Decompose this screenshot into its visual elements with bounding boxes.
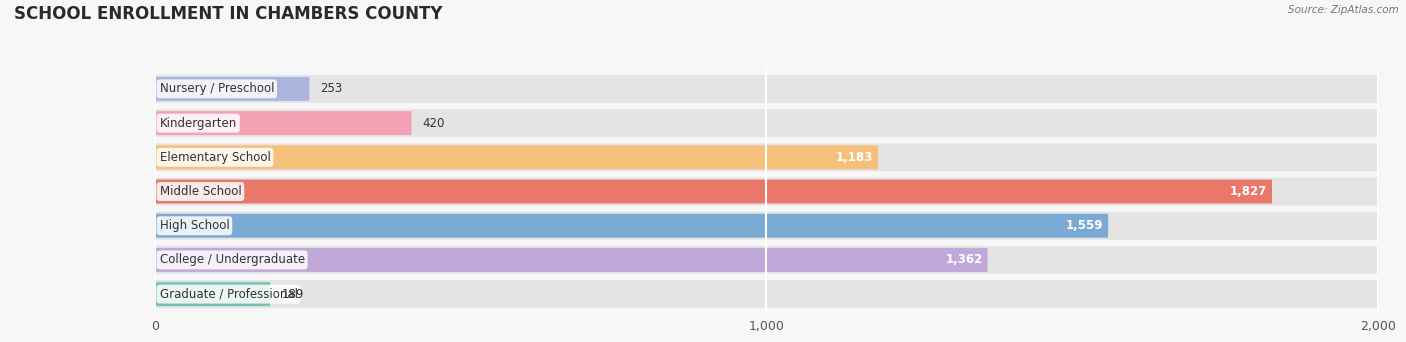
Text: Nursery / Preschool: Nursery / Preschool (159, 82, 274, 95)
FancyBboxPatch shape (155, 109, 1378, 137)
FancyBboxPatch shape (155, 77, 309, 101)
Text: Graduate / Professional: Graduate / Professional (159, 288, 298, 301)
FancyBboxPatch shape (155, 177, 1378, 206)
FancyBboxPatch shape (155, 145, 879, 169)
FancyBboxPatch shape (155, 214, 1108, 238)
FancyBboxPatch shape (155, 248, 987, 272)
FancyBboxPatch shape (155, 280, 1378, 308)
Text: Source: ZipAtlas.com: Source: ZipAtlas.com (1288, 5, 1399, 15)
Text: Middle School: Middle School (159, 185, 242, 198)
Text: 1,559: 1,559 (1066, 219, 1104, 232)
Text: 189: 189 (281, 288, 304, 301)
FancyBboxPatch shape (155, 75, 1378, 103)
Text: 420: 420 (423, 117, 444, 130)
Text: 253: 253 (321, 82, 343, 95)
Text: 1,827: 1,827 (1230, 185, 1267, 198)
FancyBboxPatch shape (155, 212, 1378, 240)
Text: SCHOOL ENROLLMENT IN CHAMBERS COUNTY: SCHOOL ENROLLMENT IN CHAMBERS COUNTY (14, 5, 443, 23)
Text: Elementary School: Elementary School (159, 151, 270, 164)
FancyBboxPatch shape (155, 143, 1378, 171)
Text: 1,183: 1,183 (837, 151, 873, 164)
FancyBboxPatch shape (155, 180, 1272, 203)
FancyBboxPatch shape (155, 246, 1378, 274)
Text: High School: High School (159, 219, 229, 232)
FancyBboxPatch shape (155, 282, 270, 306)
Text: College / Undergraduate: College / Undergraduate (159, 253, 305, 266)
Text: 1,362: 1,362 (945, 253, 983, 266)
Text: Kindergarten: Kindergarten (159, 117, 236, 130)
FancyBboxPatch shape (155, 111, 412, 135)
